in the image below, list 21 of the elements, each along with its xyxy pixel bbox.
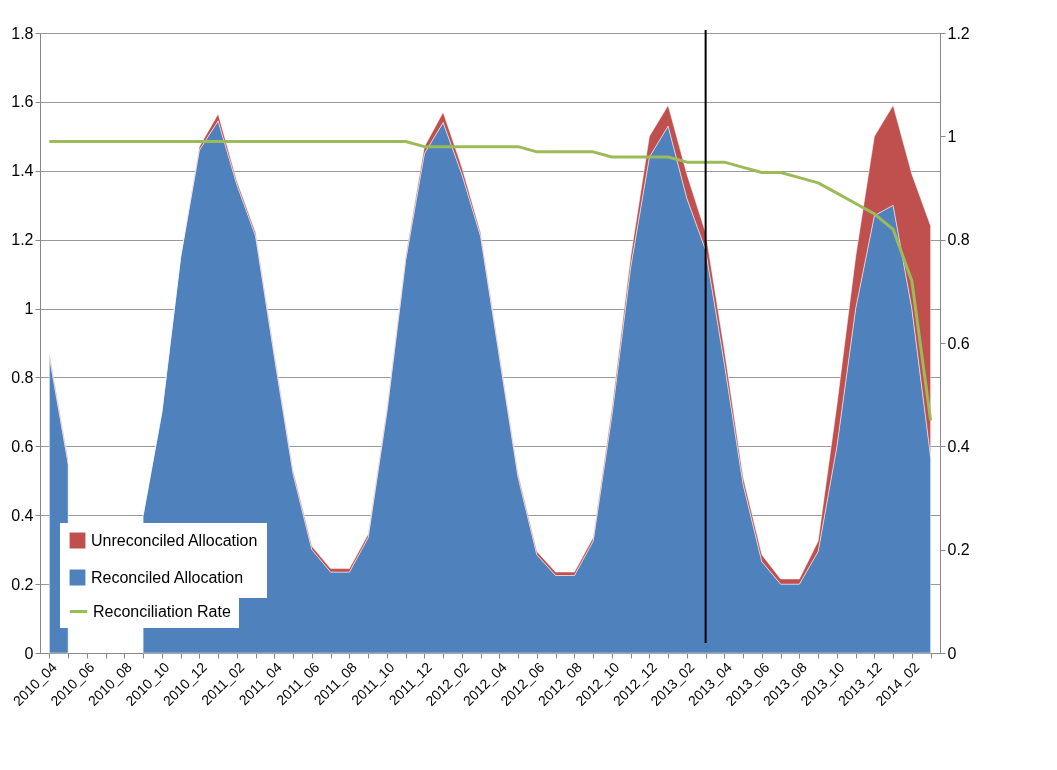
y-tick-label: 0.2 bbox=[11, 575, 34, 593]
y2-tick-label: 0.2 bbox=[947, 541, 970, 559]
y-tick-label: 1.6 bbox=[11, 93, 34, 111]
legend-label: Reconciliation Rate bbox=[93, 602, 231, 620]
y2-tick-label: 1.2 bbox=[947, 24, 970, 42]
y-tick-label: 1 bbox=[24, 300, 34, 318]
y2-tick-label: 0.8 bbox=[947, 231, 970, 249]
legend-label: Unreconciled Allocation bbox=[91, 531, 258, 549]
legend-label: Reconciled Allocation bbox=[91, 568, 244, 586]
y2-tick-label: 0.4 bbox=[947, 437, 970, 455]
y-tick-label: 1.8 bbox=[11, 24, 34, 42]
y-tick-label: 1.4 bbox=[11, 162, 34, 180]
y-tick-label: 0.4 bbox=[11, 506, 34, 524]
y-tick-label: 0 bbox=[24, 644, 34, 662]
line-series bbox=[47, 140, 933, 422]
y-tick-label: 1.2 bbox=[11, 231, 34, 249]
y2-tick-label: 0.6 bbox=[947, 334, 970, 352]
y-tick-label: 0.8 bbox=[11, 368, 34, 386]
y-tick-label: 0.6 bbox=[11, 437, 34, 455]
y2-tick-label: 1 bbox=[947, 127, 957, 145]
y2-tick-label: 0 bbox=[947, 644, 957, 662]
